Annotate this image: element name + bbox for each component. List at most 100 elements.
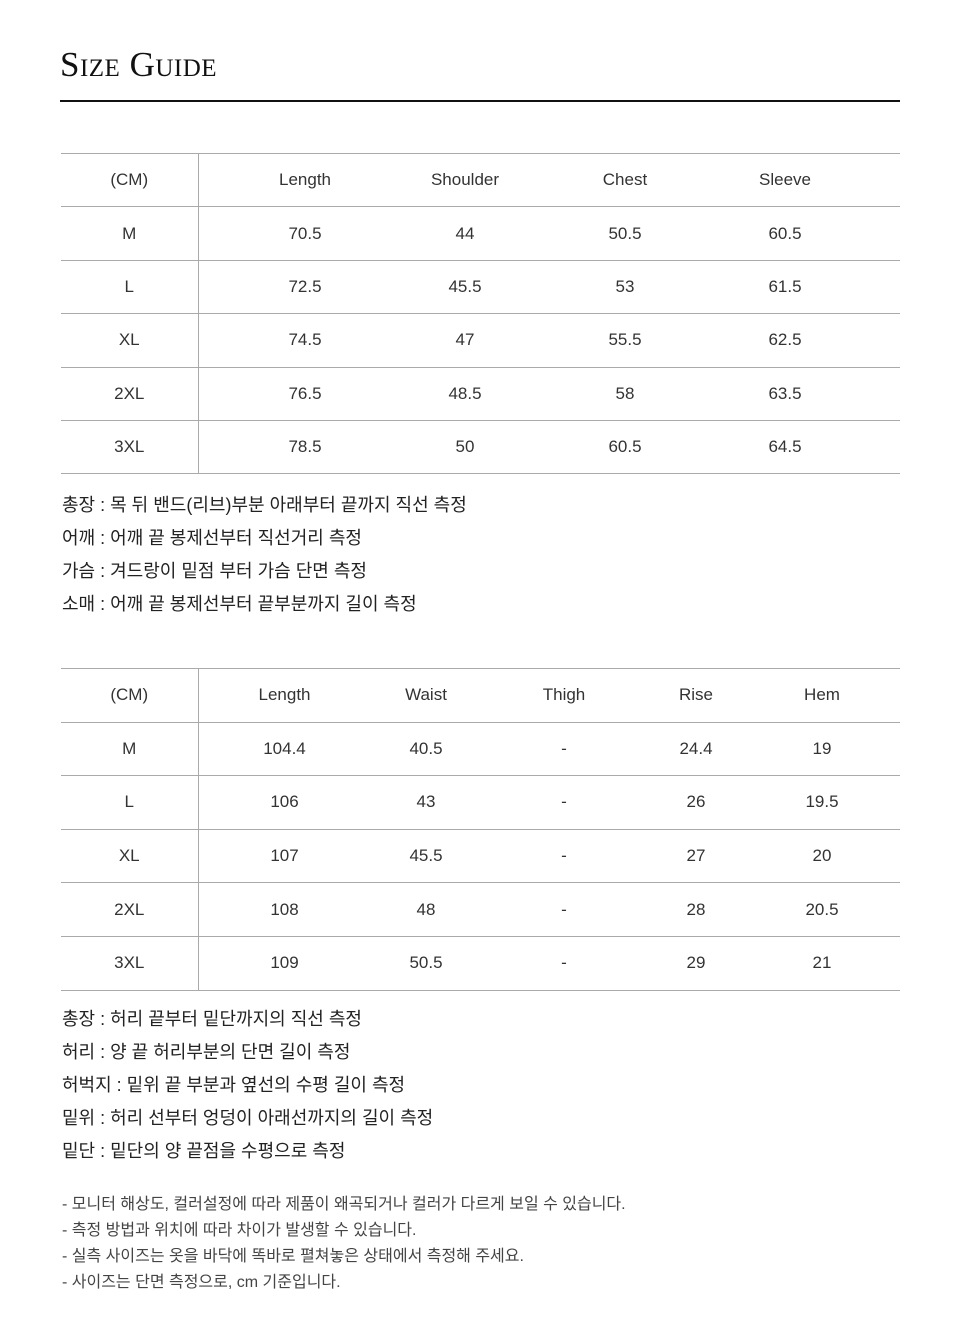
table-cell: 28 (631, 882, 761, 937)
size-label: L (61, 260, 199, 315)
table-cell: - (497, 722, 631, 777)
spacer-cell (198, 829, 214, 884)
spacer-cell (883, 668, 900, 723)
column-header: Chest (545, 152, 705, 208)
spacer-cell (883, 936, 900, 991)
column-header: (CM) (61, 152, 199, 208)
table-cell: - (497, 936, 631, 991)
spacer-cell (198, 260, 225, 315)
table-cell: 40.5 (355, 722, 497, 777)
spacer-cell (883, 882, 900, 937)
note-line: - 측정 방법과 위치에 따라 차이가 발생할 수 있습니다. (62, 1222, 417, 1239)
spacer-cell (883, 829, 900, 884)
spacer-cell (198, 775, 214, 830)
size-label: 2XL (61, 367, 199, 421)
spacer-cell (865, 367, 900, 421)
spacer-cell (198, 668, 214, 723)
spacer-cell (198, 367, 225, 421)
table-cell: 20.5 (761, 882, 883, 937)
table-cell: 24.4 (631, 722, 761, 777)
column-header: Thigh (497, 668, 631, 723)
table-cell: 45.5 (385, 260, 545, 315)
table-cell: 74.5 (225, 313, 385, 368)
spacer-cell (883, 722, 900, 777)
table-cell: 78.5 (225, 420, 385, 475)
spacer-cell (198, 313, 225, 368)
size-label: XL (61, 313, 199, 368)
table-cell: 61.5 (705, 260, 865, 315)
table-row: 2XL 108 48-28 20.5 (61, 882, 900, 937)
table-cell: 19 (761, 722, 883, 777)
disclaimer-notes: - 모니터 해상도, 컬러설정에 따라 제품이 왜곡되거나 컬러가 다르게 보일… (62, 1192, 626, 1296)
table-cell: 20 (761, 829, 883, 884)
title-divider (60, 100, 900, 102)
table-cell: 47 (385, 313, 545, 368)
size-label: 3XL (61, 936, 199, 991)
note-line: 어깨 : 어깨 끝 봉제선부터 직선거리 측정 (62, 528, 362, 548)
spacer-cell (198, 722, 214, 777)
spacer-cell (198, 936, 214, 991)
column-header: Sleeve (705, 152, 865, 208)
note-line: 허벅지 : 밑위 끝 부분과 옆선의 수평 길이 측정 (62, 1075, 406, 1095)
note-line: - 실측 사이즈는 옷을 바닥에 똑바로 펼쳐놓은 상태에서 측정해 주세요. (62, 1248, 524, 1265)
column-header: (CM) (61, 668, 199, 723)
table-cell: - (497, 882, 631, 937)
table-cell: 55.5 (545, 313, 705, 368)
note-line: 밑단 : 밑단의 양 끝점을 수평으로 측정 (62, 1141, 346, 1161)
bottom-size-table: (CM) Length Waist Thigh Rise Hem M 104.4 40.5-24… (61, 668, 900, 991)
spacer-cell (883, 775, 900, 830)
table-cell: 48 (355, 882, 497, 937)
column-header: Length (225, 152, 385, 208)
note-line: - 모니터 해상도, 컬러설정에 따라 제품이 왜곡되거나 컬러가 다르게 보일… (62, 1196, 626, 1213)
spacer-cell (865, 152, 900, 208)
spacer-cell (198, 152, 225, 208)
note-line: 총장 : 목 뒤 밴드(리브)부분 아래부터 끝까지 직선 측정 (62, 495, 467, 515)
top-size-table: (CM) Length Shoulder Chest Sleeve M 70.5 44 50.5… (61, 152, 900, 475)
table-cell: 53 (545, 260, 705, 315)
column-header: Length (214, 668, 355, 723)
table-cell: 43 (355, 775, 497, 830)
spacer-cell (198, 206, 225, 261)
table-cell: 62.5 (705, 313, 865, 368)
table-row: 3XL 78.5 50 60.5 64.5 (61, 420, 900, 475)
table-row: XL 107 45.5-27 20 (61, 829, 900, 884)
spacer-cell (865, 260, 900, 315)
table-cell: 50.5 (545, 206, 705, 261)
table-cell: 109 (214, 936, 355, 991)
spacer-cell (865, 420, 900, 475)
table-cell: 70.5 (225, 206, 385, 261)
note-line: 허리 : 양 끝 허리부분의 단면 길이 측정 (62, 1042, 351, 1062)
header-row: (CM) Length Waist Thigh Rise Hem (61, 668, 900, 723)
table-cell: 29 (631, 936, 761, 991)
table-row: M 70.5 44 50.5 60.5 (61, 206, 900, 261)
table-cell: 19.5 (761, 775, 883, 830)
table-cell: 107 (214, 829, 355, 884)
table-cell: 45.5 (355, 829, 497, 884)
size-label: XL (61, 829, 199, 884)
column-header: Rise (631, 668, 761, 723)
table-cell: - (497, 775, 631, 830)
table-cell: 72.5 (225, 260, 385, 315)
table-cell: 27 (631, 829, 761, 884)
table-cell: 50.5 (355, 936, 497, 991)
size-label: M (61, 206, 199, 261)
note-line: 소매 : 어깨 끝 봉제선부터 끝부분까지 길이 측정 (62, 594, 417, 614)
table-cell: 44 (385, 206, 545, 261)
table-row: M 104.4 40.5-24.4 19 (61, 722, 900, 777)
table-cell: 108 (214, 882, 355, 937)
table-cell: 76.5 (225, 367, 385, 421)
size-label: 3XL (61, 420, 199, 475)
size-label: L (61, 775, 199, 830)
spacer-cell (198, 420, 225, 475)
spacer-cell (865, 313, 900, 368)
table-row: XL 74.5 47 55.5 62.5 (61, 313, 900, 368)
table-cell: 48.5 (385, 367, 545, 421)
note-line: 가슴 : 겨드랑이 밑점 부터 가슴 단면 측정 (62, 561, 367, 581)
table-cell: 60.5 (545, 420, 705, 475)
note-line: 총장 : 허리 끝부터 밑단까지의 직선 측정 (62, 1009, 362, 1029)
column-header: Waist (355, 668, 497, 723)
table-cell: 64.5 (705, 420, 865, 475)
column-header: Shoulder (385, 152, 545, 208)
header-row: (CM) Length Shoulder Chest Sleeve (61, 152, 900, 208)
